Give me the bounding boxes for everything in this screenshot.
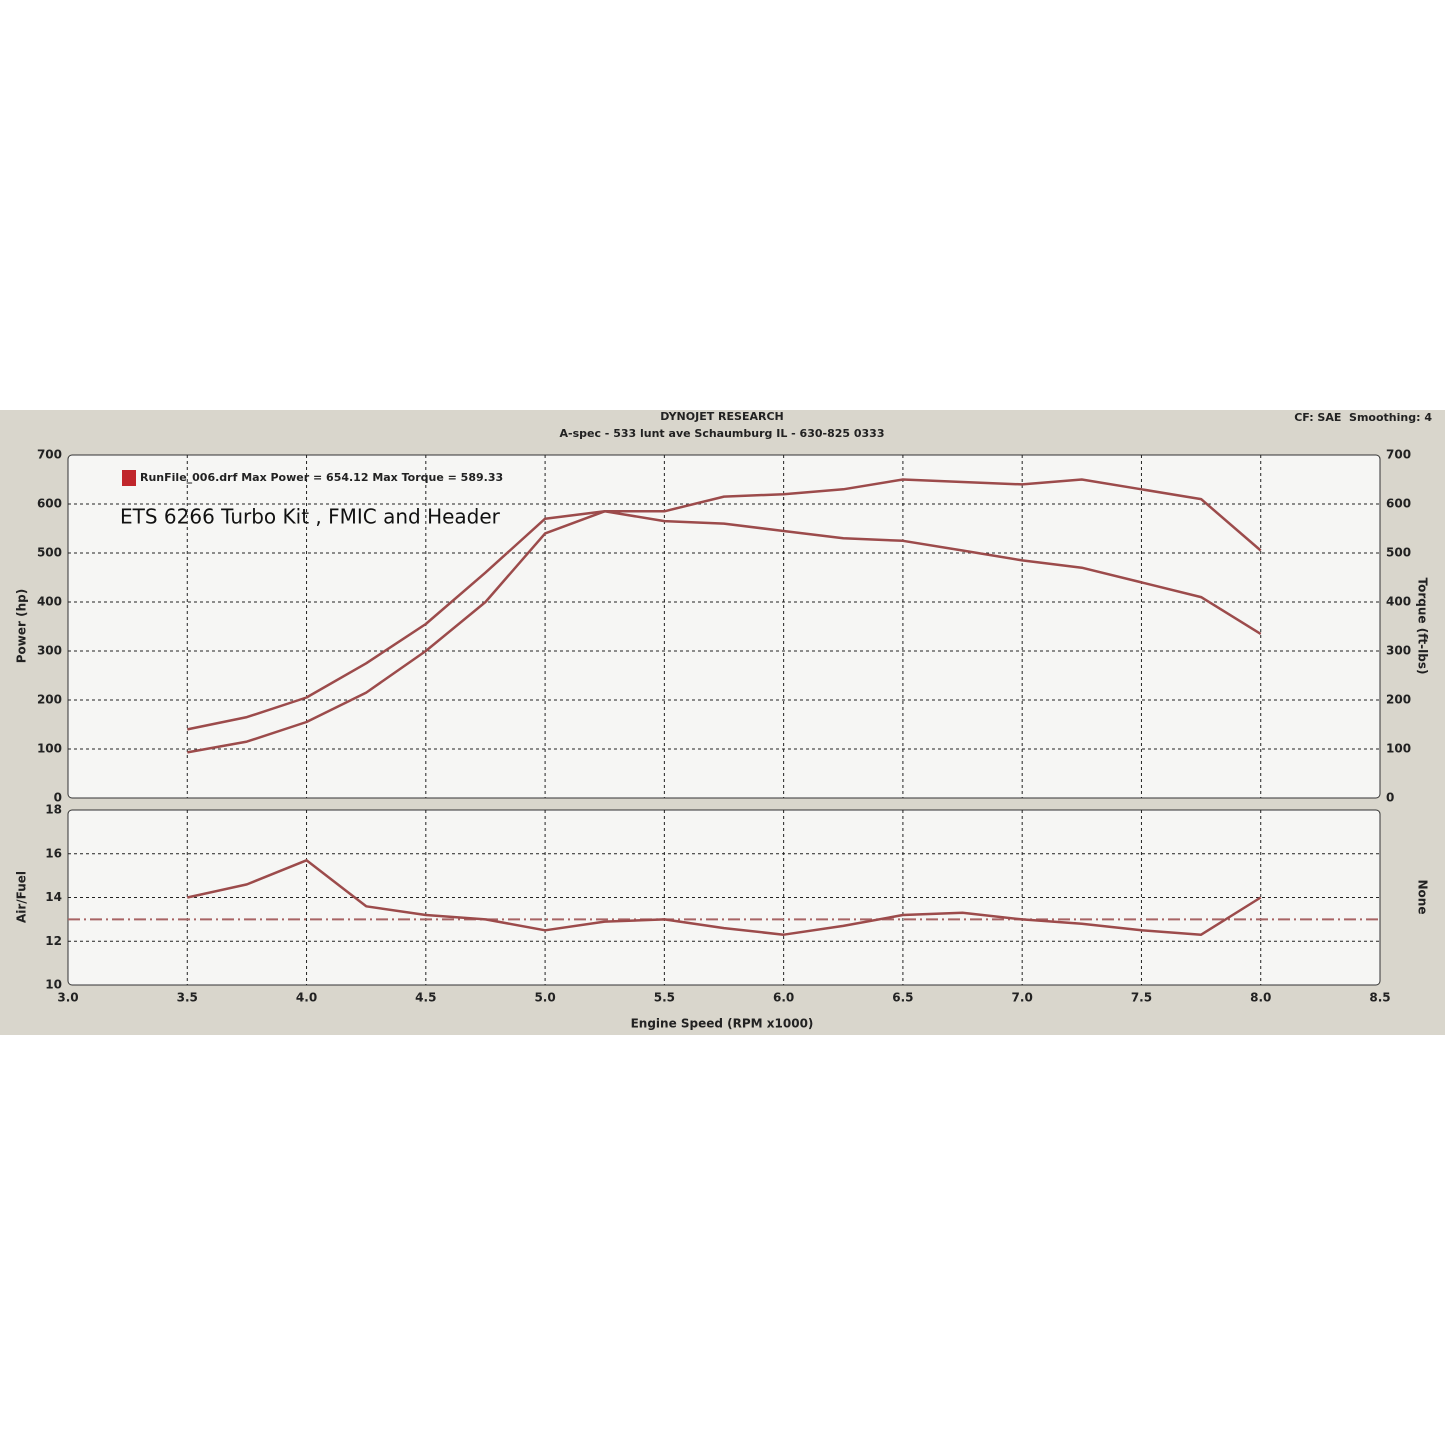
x-axis-label: Engine Speed (RPM x1000) <box>631 1017 814 1031</box>
y2-tick-label: 700 <box>1386 448 1411 462</box>
annotation: ETS 6266 Turbo Kit , FMIC and Header <box>120 505 501 529</box>
y-tick-label: 100 <box>37 742 62 756</box>
y2-tick-label: 600 <box>1386 497 1411 511</box>
x-tick-label: 4.5 <box>415 991 436 1005</box>
y2-tick-label: 200 <box>1386 693 1411 707</box>
legend-swatch <box>122 470 136 486</box>
data-line <box>187 510 1262 731</box>
y-axis-label: Air/Fuel <box>15 871 29 923</box>
x-tick-label: 6.5 <box>892 991 913 1005</box>
y-tick-label: 400 <box>37 595 62 609</box>
y-tick-label: 10 <box>45 978 62 992</box>
y-tick-label: 700 <box>37 448 62 462</box>
x-tick-label: 5.5 <box>654 991 675 1005</box>
y-tick-label: 600 <box>37 497 62 511</box>
y-axis-label: Power (hp) <box>15 589 29 663</box>
y2-tick-label: 0 <box>1386 791 1394 805</box>
data-line <box>187 478 1262 754</box>
x-tick-label: 6.0 <box>773 991 794 1005</box>
x-tick-label: 8.5 <box>1369 991 1390 1005</box>
y2-tick-label: 400 <box>1386 595 1411 609</box>
y-tick-label: 12 <box>45 934 62 948</box>
y2-axis-label: None <box>1416 880 1430 915</box>
y2-tick-label: 500 <box>1386 546 1411 560</box>
y-tick-label: 18 <box>45 803 62 817</box>
data-line <box>187 859 1262 936</box>
corner-note: CF: SAE Smoothing: 4 <box>1294 411 1432 424</box>
y-tick-label: 0 <box>54 791 62 805</box>
y2-tick-label: 300 <box>1386 644 1411 658</box>
y-tick-label: 300 <box>37 644 62 658</box>
x-tick-label: 3.5 <box>177 991 198 1005</box>
x-tick-label: 4.0 <box>296 991 317 1005</box>
y2-tick-label: 100 <box>1386 742 1411 756</box>
y2-axis-label: Torque (ft-lbs) <box>1416 578 1430 675</box>
y-tick-label: 500 <box>37 546 62 560</box>
plot-area-top <box>67 454 1381 799</box>
legend-label: RunFile_006.drf Max Power = 654.12 Max T… <box>140 471 503 484</box>
x-tick-label: 5.0 <box>534 991 555 1005</box>
y-tick-label: 14 <box>45 890 62 904</box>
x-tick-label: 7.0 <box>1012 991 1033 1005</box>
chart-subtitle: A-spec - 533 lunt ave Schaumburg IL - 63… <box>560 427 885 440</box>
chart-title: DYNOJET RESEARCH <box>660 410 783 423</box>
x-tick-label: 8.0 <box>1250 991 1271 1005</box>
y-tick-label: 16 <box>45 846 62 860</box>
x-tick-label: 3.0 <box>57 991 78 1005</box>
y-tick-label: 200 <box>37 693 62 707</box>
x-tick-label: 7.5 <box>1131 991 1152 1005</box>
